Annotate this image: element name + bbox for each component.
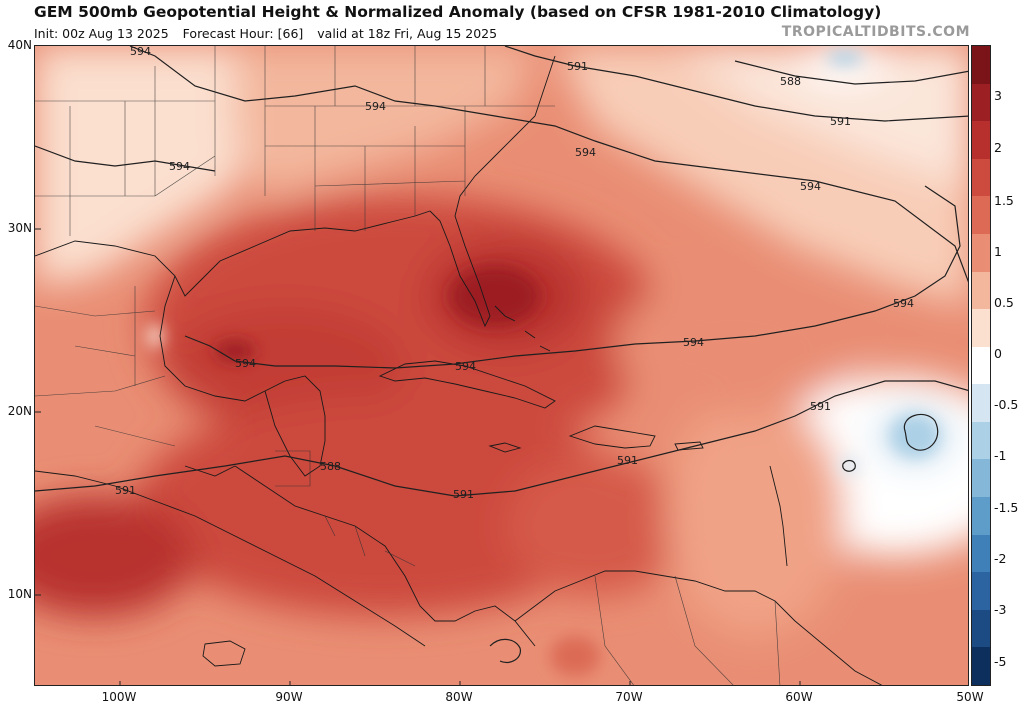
map-canvas: 594 594 594 594 594 594 594 594 594 591 …	[35, 46, 968, 685]
colorbar-segment	[972, 497, 990, 536]
borders	[35, 46, 781, 685]
valid-time: valid at 18z Fri, Aug 15 2025	[317, 26, 498, 41]
init-time: Init: 00z Aug 13 2025	[34, 26, 169, 41]
contour-label: 594	[683, 336, 704, 349]
lon-label-70w: 70W	[615, 690, 643, 704]
colorbar	[971, 45, 991, 686]
contour-label: 594	[235, 357, 256, 370]
lon-label-50w: 50W	[956, 690, 984, 704]
colorbar-label: 0.5	[994, 295, 1014, 310]
contour-label: 591	[617, 454, 638, 467]
height-contours	[35, 46, 968, 664]
lat-label-30n: 30N	[7, 221, 32, 235]
colorbar-segment	[972, 271, 990, 310]
lon-label-100w: 100W	[101, 690, 137, 704]
colorbar-label: 1.5	[994, 193, 1014, 208]
contour-label: 594	[800, 180, 821, 193]
lon-label-80w: 80W	[445, 690, 473, 704]
colorbar-label: 2	[994, 140, 1002, 155]
contour-label: 591	[567, 60, 588, 73]
colorbar-segment	[972, 46, 990, 85]
contour-label: 591	[830, 115, 851, 128]
coastlines	[35, 55, 883, 685]
contour-label: 594	[169, 160, 190, 173]
contour-label: 594	[893, 297, 914, 310]
lat-label-10n: 10N	[7, 587, 32, 601]
colorbar-segment	[972, 346, 990, 385]
colorbar-segment	[972, 83, 990, 122]
lat-label-40n: 40N	[7, 38, 32, 52]
forecast-hour: Forecast Hour: [66]	[182, 26, 304, 41]
colorbar-segment	[972, 534, 990, 573]
colorbar-segment	[972, 196, 990, 235]
map-subtitle: Init: 00z Aug 13 2025 Forecast Hour: [66…	[34, 26, 507, 41]
colorbar-segment	[972, 309, 990, 348]
colorbar-segment	[972, 121, 990, 160]
lon-label-60w: 60W	[785, 690, 813, 704]
contour-label: 594	[455, 360, 476, 373]
anomaly-detail	[147, 51, 940, 676]
colorbar-label: -0.5	[994, 397, 1019, 412]
colorbar-label: -1.5	[994, 500, 1019, 515]
contour-label: 594	[365, 100, 386, 113]
colorbar-segment	[972, 459, 990, 498]
colorbar-label: 0	[994, 346, 1002, 361]
colorbar-segment	[972, 158, 990, 197]
colorbar-segment	[972, 647, 990, 686]
contour-labels: 594 594 594 594 594 594 594 594 594 591 …	[115, 46, 914, 501]
axis-ticks	[35, 228, 801, 685]
colorbar-segment	[972, 384, 990, 423]
anomaly-map: 594 594 594 594 594 594 594 594 594 591 …	[34, 45, 969, 686]
colorbar-label: -3	[994, 602, 1007, 617]
contour-label: 591	[810, 400, 831, 413]
colorbar-segment	[972, 609, 990, 648]
contour-label: 594	[575, 146, 596, 159]
colorbar-label: -1	[994, 448, 1007, 463]
contour-label: 588	[780, 75, 801, 88]
lat-label-20n: 20N	[7, 404, 32, 418]
contour-label: 594	[130, 46, 151, 58]
colorbar-segment	[972, 572, 990, 611]
contour-label: 588	[320, 460, 341, 473]
brand-watermark: TROPICALTIDBITS.COM	[781, 24, 970, 40]
contour-label: 591	[115, 484, 136, 497]
lon-label-90w: 90W	[275, 690, 303, 704]
colorbar-segment	[972, 233, 990, 273]
colorbar-label: -5	[994, 654, 1007, 669]
colorbar-label: -2	[994, 551, 1007, 566]
map-title: GEM 500mb Geopotential Height & Normaliz…	[34, 3, 882, 21]
contour-label: 591	[453, 488, 474, 501]
colorbar-label: 3	[994, 88, 1002, 103]
colorbar-label: 1	[994, 244, 1002, 259]
colorbar-segment	[972, 421, 990, 460]
